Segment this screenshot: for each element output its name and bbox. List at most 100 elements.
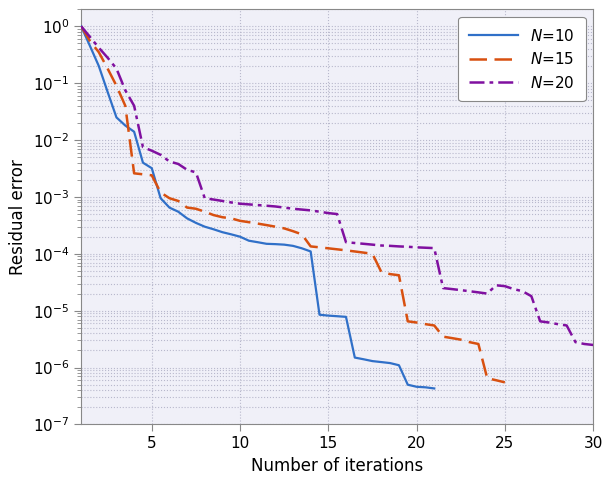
$N$=15 — [236, 218, 244, 224]
$N$=20 — [130, 103, 138, 109]
$N$=10 — [140, 160, 147, 166]
$N$=15 — [360, 250, 367, 256]
$N$=10 — [130, 129, 138, 135]
$N$=15 — [342, 247, 349, 253]
$N$=10 — [157, 196, 164, 201]
$N$=10 — [174, 209, 182, 214]
$N$=15 — [351, 249, 359, 255]
$N$=10 — [386, 360, 394, 366]
Legend: $N$=10, $N$=15, $N$=20: $N$=10, $N$=15, $N$=20 — [458, 17, 586, 102]
$N$=10 — [245, 238, 253, 243]
$N$=15 — [386, 271, 394, 277]
$N$=15 — [369, 251, 376, 257]
Y-axis label: Residual error: Residual error — [9, 159, 27, 275]
$N$=15 — [307, 243, 315, 249]
$N$=10 — [263, 241, 271, 247]
$N$=10 — [395, 363, 403, 368]
$N$=15 — [130, 170, 138, 176]
$N$=10 — [298, 245, 305, 251]
$N$=10 — [316, 312, 323, 318]
$N$=15 — [174, 198, 182, 204]
$N$=15 — [280, 226, 288, 231]
Line: $N$=20: $N$=20 — [81, 26, 593, 345]
$N$=15 — [228, 215, 235, 221]
$N$=15 — [493, 378, 500, 383]
$N$=10 — [236, 234, 244, 240]
$N$=15 — [86, 38, 94, 44]
$N$=10 — [272, 241, 279, 247]
$N$=20 — [95, 45, 102, 51]
$N$=10 — [369, 358, 376, 364]
$N$=15 — [157, 190, 164, 196]
$N$=10 — [122, 122, 129, 128]
$N$=15 — [140, 171, 147, 177]
$N$=20 — [157, 152, 164, 158]
$N$=10 — [184, 215, 191, 221]
$N$=15 — [272, 224, 279, 229]
$N$=10 — [280, 242, 288, 247]
$N$=10 — [404, 382, 411, 388]
$N$=10 — [289, 243, 297, 249]
$N$=15 — [395, 272, 403, 278]
$N$=15 — [104, 66, 111, 72]
X-axis label: Number of iterations: Number of iterations — [251, 457, 424, 475]
$N$=15 — [113, 83, 120, 89]
$N$=20 — [342, 239, 349, 245]
$N$=15 — [122, 103, 129, 109]
$N$=10 — [210, 227, 217, 232]
$N$=15 — [289, 228, 297, 234]
$N$=15 — [413, 319, 420, 325]
$N$=15 — [316, 244, 323, 250]
$N$=15 — [422, 321, 429, 327]
$N$=10 — [342, 314, 349, 320]
$N$=10 — [422, 384, 429, 390]
$N$=20 — [78, 23, 85, 29]
$N$=15 — [324, 245, 332, 251]
$N$=15 — [95, 49, 102, 55]
$N$=15 — [378, 269, 385, 275]
$N$=15 — [431, 322, 438, 328]
$N$=10 — [148, 166, 155, 171]
$N$=10 — [431, 386, 438, 392]
$N$=15 — [210, 212, 217, 218]
Line: $N$=10: $N$=10 — [81, 26, 435, 389]
$N$=10 — [192, 220, 200, 226]
$N$=15 — [254, 221, 261, 227]
$N$=15 — [501, 379, 509, 385]
$N$=10 — [228, 231, 235, 237]
$N$=15 — [466, 339, 473, 345]
$N$=10 — [218, 229, 226, 235]
$N$=10 — [254, 239, 261, 245]
$N$=20 — [210, 197, 217, 202]
$N$=15 — [166, 196, 173, 201]
$N$=10 — [324, 313, 332, 318]
$N$=15 — [201, 209, 209, 214]
$N$=15 — [483, 375, 491, 381]
$N$=15 — [78, 23, 85, 29]
$N$=15 — [475, 341, 482, 347]
$N$=10 — [104, 89, 111, 95]
$N$=15 — [218, 214, 226, 220]
$N$=15 — [298, 231, 305, 237]
$N$=10 — [166, 205, 173, 211]
$N$=10 — [95, 63, 102, 69]
$N$=15 — [245, 219, 253, 225]
$N$=10 — [113, 115, 120, 121]
$N$=15 — [192, 206, 200, 212]
$N$=15 — [334, 246, 341, 252]
$N$=10 — [413, 384, 420, 390]
$N$=10 — [360, 356, 367, 362]
$N$=20 — [589, 342, 597, 348]
$N$=15 — [263, 222, 271, 228]
$N$=10 — [334, 313, 341, 319]
$N$=10 — [201, 224, 209, 229]
$N$=15 — [184, 205, 191, 211]
$N$=10 — [78, 23, 85, 29]
$N$=15 — [439, 334, 447, 340]
$N$=15 — [457, 337, 465, 343]
$N$=20 — [448, 286, 455, 292]
$N$=10 — [307, 249, 315, 255]
$N$=15 — [404, 318, 411, 324]
$N$=15 — [148, 172, 155, 178]
$N$=15 — [448, 335, 455, 341]
